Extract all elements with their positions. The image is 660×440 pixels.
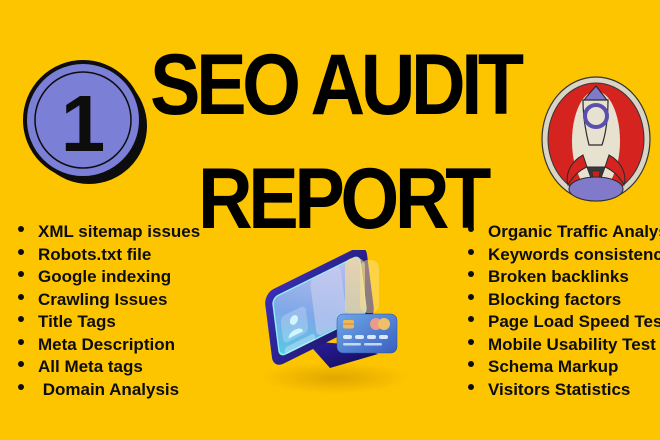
svg-text:1: 1 (61, 79, 106, 168)
